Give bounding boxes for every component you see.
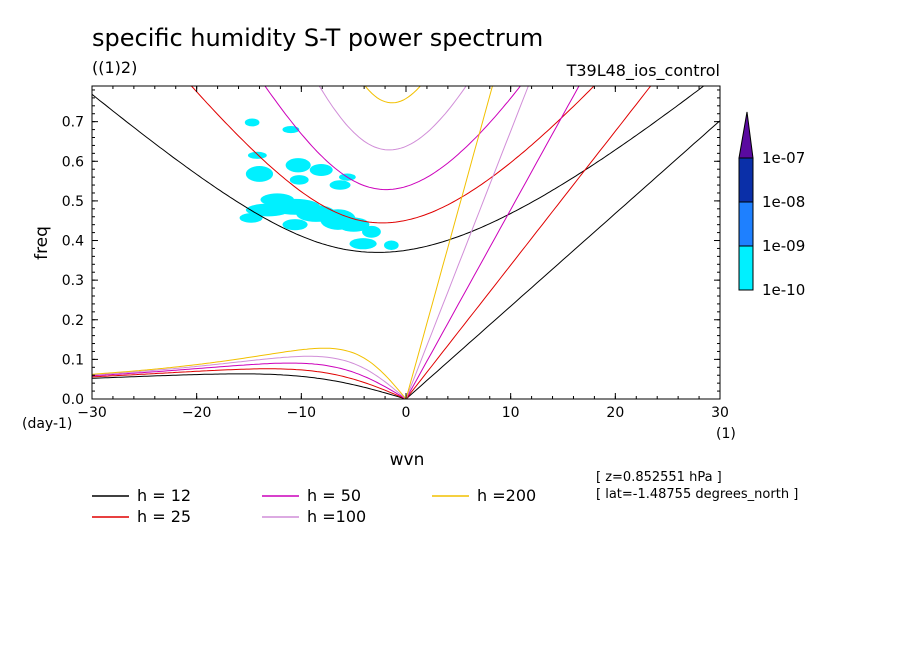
- dispersion-series: [92, 86, 580, 399]
- power-patch: [362, 225, 381, 238]
- power-patch: [282, 126, 300, 134]
- dispersion-series: [92, 86, 494, 399]
- dispersion-series: [92, 86, 529, 399]
- latitude-info: [ lat=-1.48755 degrees_north ]: [596, 487, 798, 502]
- kelvin-curve: [405, 120, 720, 399]
- spectrum-patches: [239, 118, 399, 251]
- x-tick-label: −20: [182, 405, 212, 421]
- x-tick-label: 30: [711, 405, 729, 421]
- kelvin-curve: [405, 86, 494, 399]
- power-patch: [282, 219, 308, 231]
- power-patch: [309, 164, 333, 176]
- y-tick-label: 0.7: [62, 115, 84, 131]
- x-axis-label: wvn: [390, 450, 425, 470]
- power-patch: [349, 238, 377, 250]
- y-tick-label: 0.6: [62, 154, 84, 170]
- legend-label: h = 50: [307, 486, 361, 505]
- inertia-gravity-curve: [364, 86, 421, 104]
- y-tick-label: 0.1: [62, 352, 84, 368]
- colorbar-segment: [738, 245, 754, 291]
- x-tick-label: 20: [606, 405, 624, 421]
- legend-label: h =200: [477, 486, 536, 505]
- colorbar-label: 1e-09: [762, 237, 805, 255]
- colorbar: 1e-07 1e-08 1e-09 1e-10: [738, 111, 805, 299]
- y-tick-label: 0.3: [62, 273, 84, 289]
- plot-frame: [91, 85, 721, 400]
- rossby-curve: [92, 347, 407, 399]
- inertia-gravity-curve: [318, 86, 467, 151]
- rossby-curve: [92, 362, 407, 399]
- power-patch: [247, 151, 267, 159]
- kelvin-curve: [405, 86, 652, 399]
- x-tick-label: 0: [402, 405, 411, 421]
- y-tick-label: 0.5: [62, 194, 84, 210]
- x-tick-label: −10: [287, 405, 317, 421]
- power-patch: [244, 118, 260, 127]
- colorbar-segment: [738, 157, 754, 203]
- kelvin-curve: [405, 86, 580, 399]
- power-patch: [245, 166, 274, 182]
- y-tick-label: 0.2: [62, 313, 84, 329]
- x-tick-label: 10: [502, 405, 520, 421]
- colorbar-label: 1e-07: [762, 149, 805, 167]
- legend: h = 12 h = 25 h = 50 h =100 h =200: [92, 486, 536, 526]
- dispersion-series: [92, 86, 720, 399]
- colorbar-label: 1e-08: [762, 193, 805, 211]
- inertia-gravity-curve: [92, 86, 705, 253]
- y-tick-label: 0.0: [62, 392, 84, 408]
- colorbar-cap: [738, 111, 754, 159]
- power-patch: [289, 175, 309, 185]
- power-patch: [239, 213, 263, 223]
- power-patch: [384, 240, 399, 251]
- legend-label: h = 25: [137, 507, 191, 526]
- level-info: [ z=0.852551 hPa ]: [596, 470, 722, 485]
- axes: −30 −20 −10 0 10 20 30 0.0 0.1 0.2 0.3 0.4 0.5 0.6 0.7: [62, 85, 729, 421]
- legend-label: h =100: [307, 507, 366, 526]
- legend-label: h = 12: [137, 486, 191, 505]
- inertia-gravity-curve: [264, 86, 522, 191]
- dispersion-series: [92, 86, 652, 399]
- power-patch: [285, 158, 311, 173]
- y-axis-label: freq: [32, 226, 52, 260]
- chart-subtitle: ((1)2): [92, 58, 137, 77]
- dispersion-curves: [92, 86, 720, 399]
- rossby-curve: [92, 368, 407, 399]
- kelvin-curve: [405, 86, 529, 399]
- rossby-curve: [92, 355, 407, 399]
- colorbar-segment: [738, 201, 754, 247]
- power-patch: [260, 193, 295, 207]
- power-patch: [329, 180, 351, 190]
- y-tick-label: 0.4: [62, 234, 84, 250]
- run-label: T39L48_ios_control: [566, 61, 720, 81]
- colorbar-label: 1e-10: [762, 281, 805, 299]
- x-tick-label: −30: [77, 405, 107, 421]
- chart-title: specific humidity S-T power spectrum: [92, 24, 543, 52]
- y-unit-label: (day-1): [22, 416, 72, 432]
- x-unit-label: (1): [716, 426, 736, 442]
- rossby-curve: [92, 373, 407, 399]
